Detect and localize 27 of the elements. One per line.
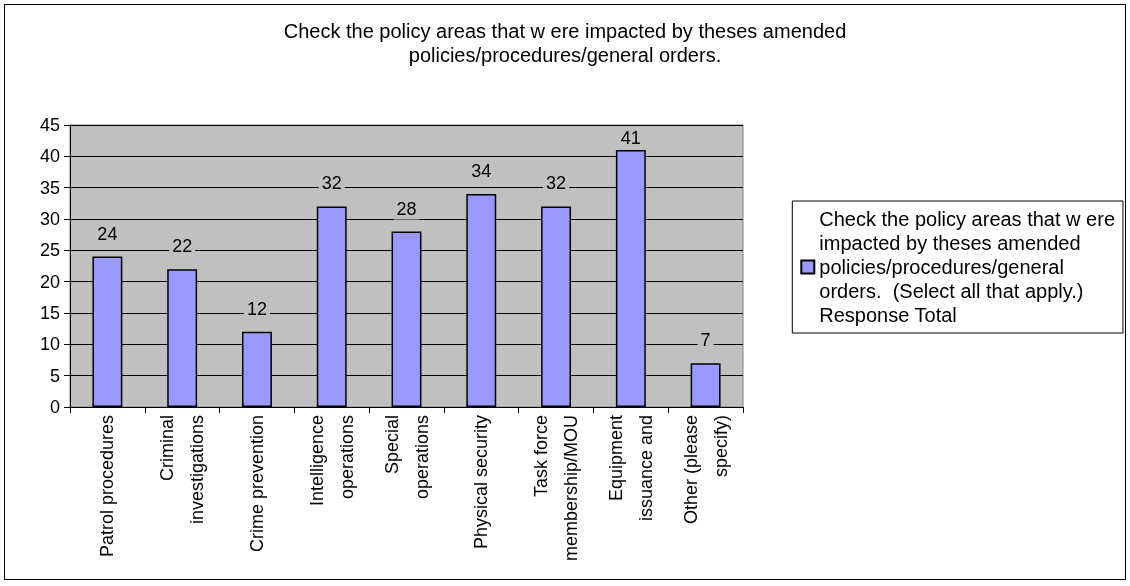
y-tick-label: 10: [39, 334, 60, 355]
data-label: 32: [546, 173, 567, 194]
data-label: 7: [700, 330, 711, 351]
data-label: 41: [620, 128, 641, 148]
x-tick-label: Patrol procedures: [97, 415, 118, 558]
y-tick-label: 40: [39, 146, 60, 167]
data-label: 12: [246, 298, 267, 319]
y-tick-label: 30: [39, 209, 60, 229]
x-tick-label: Other (please specify): [680, 415, 731, 525]
x-tick-label: Physical security: [471, 415, 492, 550]
x-tick-label: Intelligence operations: [306, 415, 357, 507]
y-tick-label: 20: [39, 271, 60, 292]
data-label: 34: [471, 160, 492, 181]
legend-label: Check the policy areas that w ere impacted by theses amended policies/procedures/general orders. (Select all that apply.) Response Total: [819, 208, 1115, 326]
y-tick-label: 15: [39, 303, 60, 323]
data-label: 24: [97, 223, 118, 244]
x-tick-label: Crime prevention: [246, 415, 267, 553]
data-label: 32: [321, 173, 342, 194]
y-tick-label: 35: [39, 177, 60, 198]
y-tick-label: 25: [39, 240, 60, 261]
y-tick-label: 5: [49, 365, 60, 386]
data-label: 22: [172, 236, 193, 257]
data-label: 28: [396, 198, 417, 219]
x-tick-label: Criminal investigations: [157, 415, 208, 525]
y-tick-label: 0: [49, 397, 60, 417]
y-tick-label: 45: [39, 115, 60, 135]
chart-title: Check the policy areas that w ere impacted by theses amended policies/procedures/general orders.: [283, 20, 847, 66]
